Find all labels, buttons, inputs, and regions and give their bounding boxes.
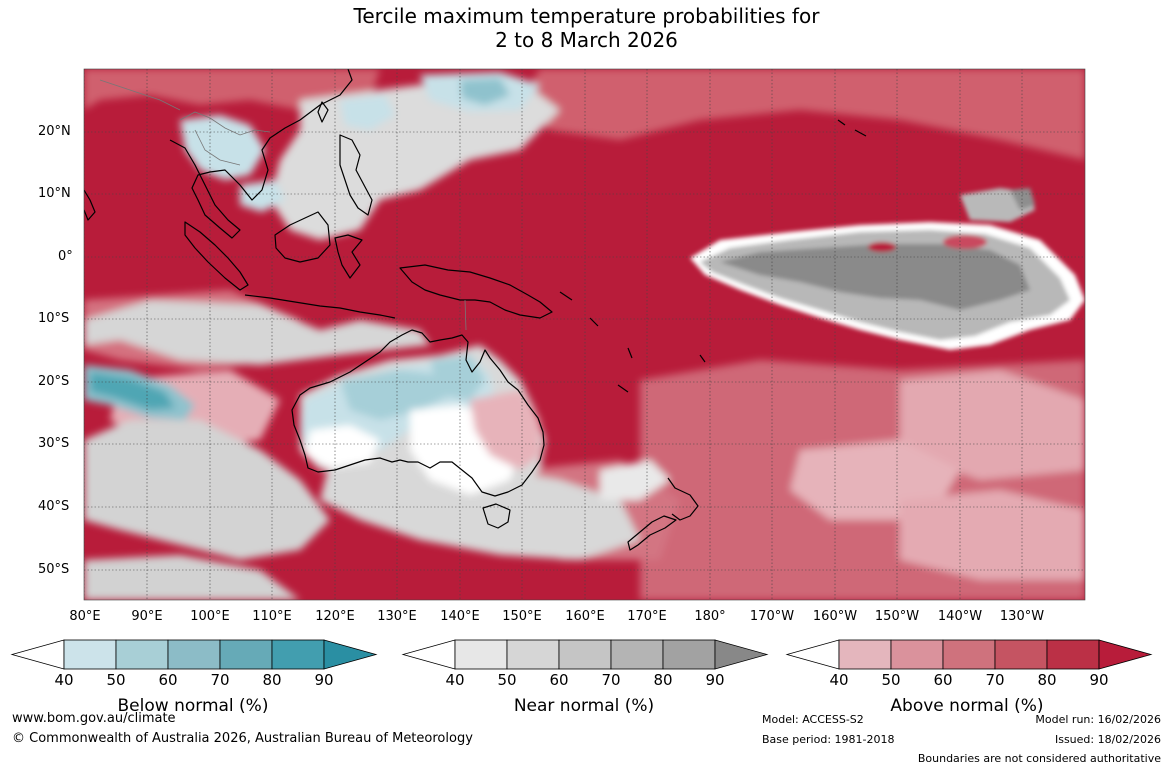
colorbar-near-high-extend [714,639,769,670]
new-guinea-coastline [399,264,553,319]
colorbar-below-tick-60: 60 [158,671,178,689]
colorbar-above-normal [785,639,1153,670]
pacific-islands-coastline [559,119,867,393]
colorbar-title-near: Near normal (%) [513,696,655,716]
colorbar-below-tick-50: 50 [106,671,126,689]
colorbar-near-bin-40 [454,639,508,670]
colorbar-above-tick-80: 80 [1037,671,1057,689]
sri-lanka-coastline [84,189,96,221]
new-zealand-coastline [627,477,699,551]
lon-label-160e: 160°E [565,609,605,624]
lon-label-140e: 140°E [440,609,480,624]
website-link[interactable]: www.bom.gov.au/climate [12,711,176,726]
colorbar-near-tick-40: 40 [445,671,465,689]
lon-label-140w: 140°W [937,609,983,624]
model-text: Model: ACCESS-S2 [762,713,864,726]
lon-label-170e: 170°E [627,609,667,624]
colorbar-above-bin-40 [838,639,892,670]
lon-label-150e: 150°E [502,609,542,624]
colorbar-title-below: Below normal (%) [117,696,269,716]
colorbar-above-tick-60: 60 [933,671,953,689]
philippines-coastline [339,134,373,216]
java-coastline [244,294,396,319]
colorbar-below-high-extend [323,639,378,670]
colorbar-above-bin-50 [890,639,944,670]
colorbar-below-bin-40 [63,639,117,670]
lat-label-equator: 0° [58,249,73,264]
lon-label-180: 180° [694,609,726,624]
lon-label-120e: 120°E [315,609,355,624]
mainland-se-asia-coastline [169,69,353,239]
title-line-2: 2 to 8 March 2026 [495,28,678,52]
lon-label-130e: 130°E [377,609,417,624]
colorbar-above-tick-40: 40 [829,671,849,689]
disclaimer-text: Boundaries are not considered authoritat… [917,752,1161,765]
issued-text: Issued: 18/02/2026 [1054,733,1161,746]
country-borders [99,79,467,331]
tasmania-coastline [482,503,511,529]
lon-label-160w: 160°W [812,609,858,624]
colorbar-below-bin-60 [167,639,221,670]
colorbar-title-above: Above normal (%) [890,696,1044,716]
taiwan-coastline [317,101,329,123]
map-frame [83,68,1086,601]
borneo-coastline [274,211,331,263]
colorbar-below-tick-90: 90 [314,671,334,689]
colorbar-near-bin-60 [558,639,612,670]
colorbar-near-low-extend [401,639,456,670]
colorbar-near-tick-50: 50 [497,671,517,689]
lon-label-100e: 100°E [190,609,230,624]
lat-label-50s: 50°S [38,562,70,577]
title-line-1: Tercile maximum temperature probabilitie… [353,4,820,28]
lat-label-20n: 20°N [38,124,71,139]
colorbar-below-tick-70: 70 [210,671,230,689]
map-gridlines [84,69,1085,600]
lat-label-30s: 30°S [38,436,70,451]
colorbar-below-tick-80: 80 [262,671,282,689]
chart-title: Tercile maximum temperature probabilitie… [0,4,1173,52]
lat-label-10n: 10°N [38,186,71,201]
lon-label-110e: 110°E [252,609,292,624]
probability-field [84,69,1085,600]
lon-label-150w: 150°W [874,609,920,624]
colorbar-near-tick-90: 90 [705,671,725,689]
colorbar-below-low-extend [10,639,65,670]
colorbar-near-bin-50 [506,639,560,670]
colorbar-above-tick-70: 70 [985,671,1005,689]
colorbar-near-tick-60: 60 [549,671,569,689]
lon-label-170w: 170°W [749,609,795,624]
colorbar-above-bin-60 [942,639,996,670]
copyright-text: © Commonwealth of Australia 2026, Austra… [12,731,473,746]
lon-label-130w: 130°W [999,609,1045,624]
colorbar-below-normal [10,639,378,670]
sulawesi-coastline [334,234,363,279]
colorbar-near-normal [401,639,769,670]
lon-label-90e: 90°E [131,609,163,624]
colorbar-above-tick-50: 50 [881,671,901,689]
coastlines [84,69,867,551]
colorbar-below-bin-80 [271,639,325,670]
lat-label-10s: 10°S [38,311,70,326]
model-run-text: Model run: 16/02/2026 [1035,713,1161,726]
colorbar-above-bin-80 [1046,639,1100,670]
colorbar-below-tick-40: 40 [54,671,74,689]
colorbar-above-bin-70 [994,639,1048,670]
lon-label-80e: 80°E [69,609,101,624]
lat-label-20s: 20°S [38,374,70,389]
colorbar-above-low-extend [785,639,840,670]
colorbar-near-tick-70: 70 [601,671,621,689]
colorbar-above-high-extend [1098,639,1153,670]
colorbar-near-bin-70 [610,639,664,670]
australia-coastline [291,329,545,497]
lat-label-40s: 40°S [38,499,70,514]
colorbar-above-tick-90: 90 [1089,671,1109,689]
sumatra-coastline [184,221,249,291]
colorbar-near-bin-80 [662,639,716,670]
colorbar-below-bin-70 [219,639,273,670]
colorbar-below-bin-50 [115,639,169,670]
colorbar-near-tick-80: 80 [653,671,673,689]
base-period-text: Base period: 1981-2018 [762,733,895,746]
